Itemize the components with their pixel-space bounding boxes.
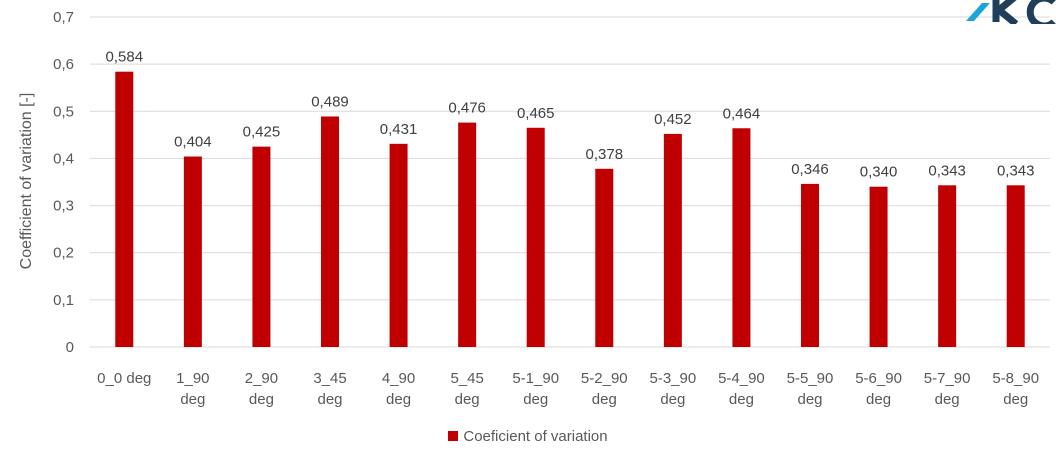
bar <box>458 122 477 347</box>
bars <box>115 71 1025 348</box>
bar <box>321 116 339 347</box>
data-labels: 0,584 0,404 0,425 0,489 0,431 0,476 0,465 0,378… <box>106 49 1035 181</box>
y-tick-label: 0,5 <box>53 103 74 120</box>
bar <box>663 133 682 347</box>
y-tick-label: 0,1 <box>53 292 74 309</box>
x-tick-label: 5_45 deg <box>450 370 483 408</box>
x-tick-label: 5-6_90 deg <box>855 370 902 408</box>
x-tick-label: 4_90 deg <box>382 370 415 408</box>
y-axis-ticks: 0 0,1 0,2 0,3 0,4 0,5 0,6 0,7 <box>53 9 74 356</box>
x-tick-label: 5-4_90 deg <box>718 370 765 408</box>
x-axis-ticks: 0_0 deg 1_90 deg 2_90 deg 3_45 deg 4_90 deg 5_45 d… <box>97 370 1039 408</box>
bar <box>183 156 202 347</box>
x-tick-label: 5-7_90 deg <box>924 370 971 408</box>
data-label: 0,343 <box>928 162 966 179</box>
data-label: 0,340 <box>860 164 898 181</box>
bar <box>252 146 271 347</box>
x-tick-label: 0_0 deg <box>97 370 151 387</box>
gridlines <box>90 16 1050 348</box>
bar <box>938 185 957 347</box>
x-tick-label: 5-8_90 deg <box>992 370 1039 408</box>
legend-label: Coeficient of variation <box>463 428 608 445</box>
y-tick-label: 0,2 <box>53 245 74 262</box>
data-label: 0,452 <box>654 111 692 128</box>
legend-swatch <box>448 431 459 441</box>
x-tick-label: 1_90 deg <box>176 370 209 408</box>
bar <box>526 127 545 348</box>
y-tick-label: 0,4 <box>53 150 74 167</box>
data-label: 0,404 <box>174 134 212 151</box>
data-label: 0,425 <box>243 124 281 141</box>
bar <box>869 186 888 347</box>
bar <box>1006 185 1025 347</box>
data-label: 0,431 <box>380 121 418 138</box>
data-label: 0,584 <box>106 49 144 66</box>
data-label: 0,378 <box>586 146 624 163</box>
x-tick-label: 5-5_90 deg <box>787 370 834 408</box>
data-label: 0,465 <box>517 105 555 122</box>
bar-chart: 00,10,20,30,40,50,60,7 0,5840,4040,4250,… <box>18 9 1050 408</box>
data-label: 0,464 <box>723 105 761 122</box>
x-tick-label: 5-1_90 deg <box>512 370 559 408</box>
x-tick-label: 3_45 deg <box>313 370 346 408</box>
bar <box>595 168 614 347</box>
bar <box>801 183 819 347</box>
y-tick-label: 0,3 <box>53 198 74 215</box>
bar <box>732 128 751 347</box>
y-tick-label: 0,7 <box>53 9 74 26</box>
y-tick-label: 0 <box>66 339 74 356</box>
x-tick-label: 5-3_90 deg <box>649 370 696 408</box>
x-tick-label: 2_90 deg <box>245 370 278 408</box>
bar <box>389 143 408 347</box>
data-label: 0,489 <box>311 93 349 110</box>
data-label: 0,476 <box>448 100 486 117</box>
x-tick-label: 5-2_90 deg <box>581 370 628 408</box>
legend: Coeficient of variation <box>0 428 1056 445</box>
y-tick-label: 0,6 <box>53 56 74 73</box>
bar <box>115 71 134 347</box>
y-axis-title: Coefficient of variation [-] <box>18 93 35 270</box>
brand-logo <box>966 0 1056 24</box>
data-label: 0,346 <box>791 161 829 178</box>
data-label: 0,343 <box>997 162 1035 179</box>
